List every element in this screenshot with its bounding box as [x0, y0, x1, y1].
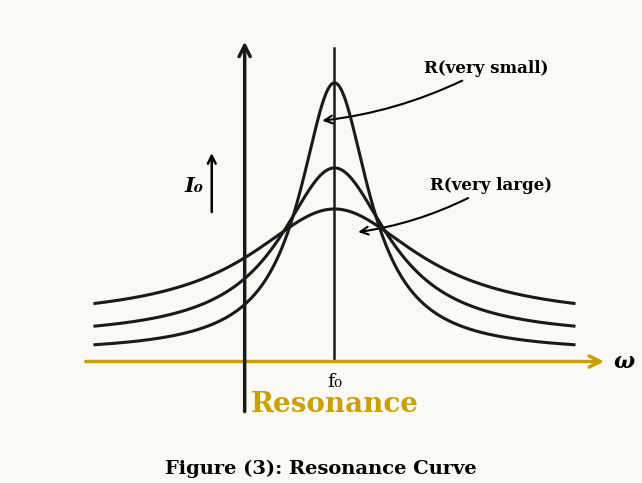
- Text: R(very small): R(very small): [325, 60, 549, 123]
- Text: I₀: I₀: [184, 175, 204, 196]
- Text: R(very large): R(very large): [361, 177, 552, 234]
- Text: Figure (3): Resonance Curve: Figure (3): Resonance Curve: [165, 460, 477, 478]
- Text: Resonance: Resonance: [250, 391, 419, 418]
- Text: f₀: f₀: [327, 373, 342, 391]
- Text: ω: ω: [613, 351, 634, 372]
